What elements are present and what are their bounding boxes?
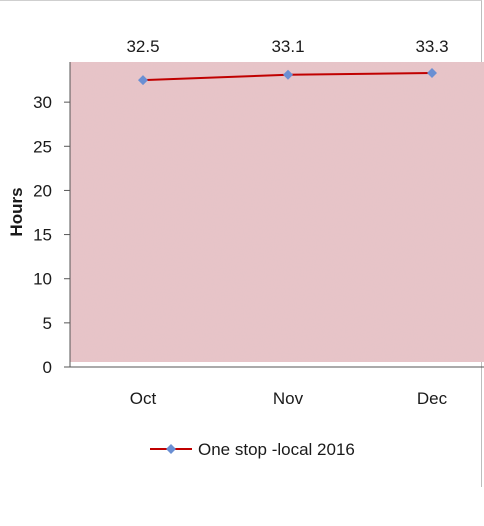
y-tick-label: 30 — [33, 93, 52, 112]
y-tick-label: 20 — [33, 181, 52, 200]
data-point — [283, 69, 293, 80]
y-axis-ticks: 0 5 10 15 20 25 30 — [33, 93, 70, 377]
data-label: 33.3 — [415, 37, 448, 56]
legend: One stop -local 2016 — [150, 440, 355, 459]
y-tick-label: 5 — [43, 314, 52, 333]
plot-texture — [70, 62, 484, 362]
x-tick-label: Nov — [273, 389, 304, 408]
y-tick-label: 15 — [33, 226, 52, 245]
y-tick-label: 0 — [43, 358, 52, 377]
data-label: 33.1 — [271, 37, 304, 56]
y-axis-title: Hours — [7, 187, 26, 236]
data-label: 32.5 — [126, 37, 159, 56]
x-tick-label: Dec — [417, 389, 448, 408]
data-point — [427, 68, 437, 79]
x-tick-label: Oct — [130, 389, 157, 408]
legend-label: One stop -local 2016 — [198, 440, 355, 459]
y-tick-label: 25 — [33, 137, 52, 156]
series-layer — [138, 68, 437, 86]
x-axis-ticks: Oct Nov Dec — [130, 389, 448, 408]
y-tick-label: 10 — [33, 270, 52, 289]
legend-marker — [166, 444, 176, 454]
data-labels: 32.5 33.1 33.3 — [126, 37, 448, 56]
data-point — [138, 75, 148, 86]
